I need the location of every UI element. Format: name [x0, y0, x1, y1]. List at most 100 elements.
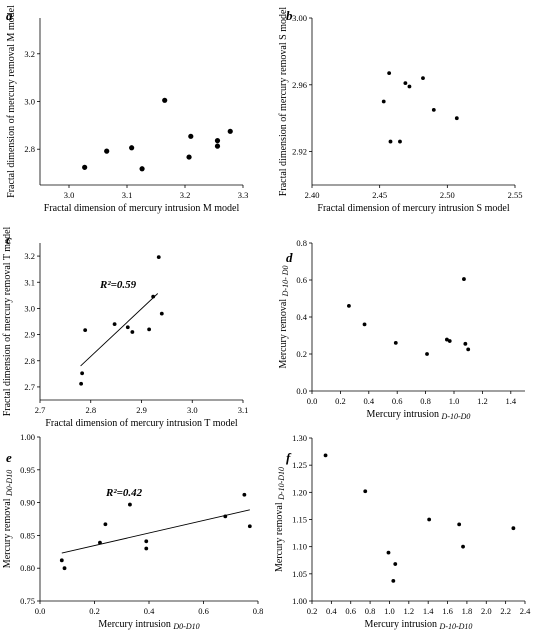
x-axis-label-main: Mercury intrusion	[365, 619, 440, 630]
data-point	[247, 524, 252, 529]
panel-letter: b	[286, 8, 293, 23]
y-tick-label: 0.2	[296, 349, 307, 359]
y-tick-label: 1.10	[292, 542, 307, 552]
x-tick-label: 2.7	[35, 405, 46, 415]
panel-letter: e	[6, 450, 12, 465]
data-point	[427, 517, 432, 522]
x-tick-label: 3.0	[187, 405, 198, 415]
y-axis-label-main: Mercury removal	[274, 500, 285, 572]
data-point	[98, 540, 102, 545]
data-point	[80, 371, 85, 376]
y-axis-label-subscript: D-10- D0	[281, 265, 290, 297]
x-axis-label: Fractal dimension of mercury intrusion M…	[44, 203, 240, 214]
x-axis-label: Mercury intrusion D0-D10	[98, 619, 199, 631]
x-axis-label-subscript: D0-D10	[172, 622, 199, 631]
y-axis-label: Mercury removal D-10-D10	[274, 467, 286, 572]
r-squared-annotation: R²=0.42	[105, 487, 143, 499]
panel-d: 0.0 0.2 0.4 0.6 0.8 1.0 1.2 1.40.00.20.40.60.8d…	[278, 238, 525, 421]
data-point	[159, 311, 164, 316]
data-point	[463, 341, 468, 346]
x-axis-label: Mercury intrusion D-10-D10	[365, 619, 473, 631]
x-axis-label: Fractal dimension of mercury intrusion S…	[317, 203, 509, 214]
data-point	[125, 325, 130, 330]
y-tick-label: 2.92	[292, 147, 307, 157]
data-point	[188, 133, 194, 139]
x-tick-label: 0.2	[307, 606, 318, 616]
x-tick-label: 0.8	[420, 396, 431, 406]
data-point	[398, 139, 402, 144]
panel-letter: c	[6, 232, 12, 247]
data-point	[242, 492, 247, 497]
x-tick-label: 2.2	[500, 606, 511, 616]
y-tick-label: 3.0	[24, 303, 35, 313]
y-tick-label: 1.05	[292, 569, 307, 579]
data-point	[79, 381, 84, 386]
data-point	[388, 139, 393, 144]
y-axis-label-subscript: D0-D10	[5, 470, 14, 497]
x-tick-label: 0.0	[35, 606, 46, 616]
y-axis-label: Fractal dimension of mercury removal S m…	[278, 7, 289, 197]
x-tick-label: 0.4	[326, 606, 337, 616]
data-point	[130, 330, 135, 334]
x-axis-label-subscript: D-10-D0	[441, 412, 471, 421]
data-point	[461, 544, 465, 549]
data-point	[431, 107, 436, 112]
x-tick-label: 3.2	[180, 190, 191, 200]
data-point	[83, 328, 88, 333]
x-tick-label: 2.45	[372, 190, 387, 200]
y-tick-label: 2.9	[24, 330, 35, 340]
data-point	[104, 148, 110, 154]
data-point	[223, 514, 228, 519]
y-axis-label-main: Mercury removal	[278, 296, 289, 368]
y-tick-label: 0.4	[296, 312, 307, 322]
y-axis-label: Mercury removal D0-D10	[2, 470, 14, 568]
y-axis-label: Fractal dimension of mercury removal T m…	[2, 226, 13, 416]
x-tick-label: 1.4	[423, 606, 434, 616]
x-tick-label: 1.0	[384, 606, 395, 616]
data-point	[103, 522, 108, 527]
data-point	[144, 546, 149, 551]
data-point	[407, 84, 412, 89]
data-point	[466, 347, 471, 352]
y-tick-label: 3.00	[292, 13, 307, 23]
panel-c: 2.7 2.8 2.9 3.0 3.12.72.82.93.03.13.2cFracta…	[2, 226, 248, 429]
y-tick-label: 0.85	[20, 530, 35, 540]
y-tick-label: 2.8	[24, 356, 35, 366]
x-tick-label: 0.0	[307, 396, 318, 406]
x-tick-label: 2.8	[85, 405, 96, 415]
y-tick-label: 0.75	[20, 596, 35, 606]
y-tick-label: 1.00	[292, 596, 307, 606]
data-point	[447, 339, 452, 343]
data-point	[457, 522, 462, 527]
y-tick-label: 2.96	[292, 80, 307, 90]
data-point	[82, 164, 88, 170]
panel-e: 0.0 0.2 0.4 0.6 0.8 0.75 0.80 0.85 0.90 0.95 1.00 e…	[2, 432, 263, 631]
data-point	[403, 81, 408, 86]
y-tick-label: 0.95	[20, 465, 35, 475]
data-point	[59, 558, 64, 563]
x-tick-label: 2.55	[508, 190, 523, 200]
data-point	[144, 539, 149, 544]
x-tick-label: 1.4	[505, 396, 516, 406]
x-tick-label: 0.2	[335, 396, 346, 406]
data-point	[112, 322, 117, 327]
x-tick-label: 2.4	[520, 606, 531, 616]
x-tick-label: 0.8	[253, 606, 264, 616]
data-point	[391, 578, 396, 583]
x-tick-label: 0.6	[392, 396, 403, 406]
panel-letter: f	[286, 450, 292, 465]
x-axis-label-main: Mercury intrusion	[367, 409, 442, 420]
y-tick-label: 1.25	[292, 460, 307, 470]
data-point	[462, 277, 466, 281]
y-tick-label: 0.6	[296, 275, 307, 285]
y-axis-label: Mercury removal D-10- D0	[278, 265, 290, 368]
data-point	[128, 502, 132, 507]
x-tick-label: 1.8	[462, 606, 473, 616]
data-point	[454, 116, 459, 121]
x-tick-label: 2.50	[440, 190, 455, 200]
y-axis-label-subscript: D-10-D10	[277, 467, 286, 501]
y-tick-label: 0.0	[296, 386, 307, 396]
x-tick-label: 0.2	[89, 606, 100, 616]
data-point	[129, 145, 135, 151]
y-tick-label: 0.80	[20, 563, 35, 573]
